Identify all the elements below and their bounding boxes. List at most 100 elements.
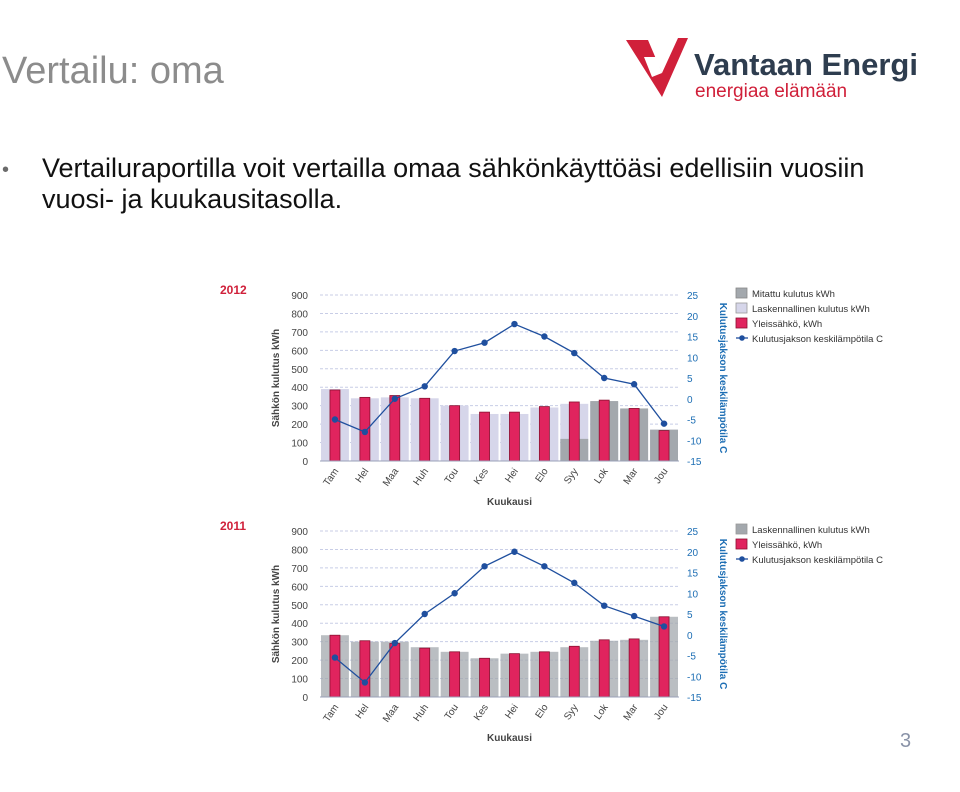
y2-tick-label: -5 [687,652,696,663]
x-tick-label: Huh [412,702,432,723]
y2-tick-label: 15 [687,569,699,580]
yleissahko-bar [538,651,550,698]
y-tick-label: 100 [291,439,308,450]
legend-label: Yleissähkö, kWh [752,540,822,551]
y-tick-label: 400 [291,619,308,630]
yleissahko-bar [658,430,670,462]
y2-tick-label: -15 [687,693,702,704]
temperature-point [421,610,428,618]
y-tick-label: 800 [291,545,308,556]
legend-swatch [735,317,748,329]
bullet-text: Vertailuraportilla voit vertailla omaa s… [42,153,865,214]
y-tick-label: 400 [291,383,308,394]
y2-tick-label: 25 [687,291,699,302]
temperature-point [361,679,369,686]
temperature-point [660,623,668,630]
x-tick-label: Maa [381,466,401,489]
y2-axis-label: Kulutusjakson keskilämpötila C [717,539,728,690]
temperature-point [451,347,458,355]
temperature-point [331,416,339,423]
yleissahko-bar [389,395,401,462]
x-axis-label: Kuukausi [487,733,532,744]
yleissahko-bar [359,640,371,698]
yleissahko-bar [389,643,401,698]
temperature-point [421,383,428,390]
x-tick-label: Lok [592,702,611,722]
y2-tick-label: 5 [687,374,693,385]
y2-tick-label: 25 [687,527,699,538]
logo-v-mark-icon [626,38,688,97]
x-tick-label: Tam [322,466,342,488]
logo-tagline: energiaa elämään [695,81,847,102]
x-tick-label: Hei [503,466,521,485]
temperature-point [361,428,369,436]
y-tick-label: 600 [291,346,308,357]
chart-2011: 20110100200300400500600700800900-15-10-5… [220,519,883,744]
x-tick-label: Hei [503,702,521,721]
logo-name: Vantaan Energia [694,47,916,82]
legend-label: Laskennallinen kulutus kWh [752,525,870,536]
y-tick-label: 200 [291,420,308,431]
x-tick-label: Tou [443,702,461,722]
y2-tick-label: 10 [687,353,699,364]
temperature-line [334,551,665,684]
y-tick-label: 300 [291,402,308,413]
yleissahko-bar [598,639,610,698]
yleissahko-bar [479,411,490,462]
yleissahko-bar [329,634,341,698]
yleissahko-bar [509,411,520,462]
yleissahko-bar [568,401,580,462]
legend-label: Kulutusjakson keskilämpötila C [752,334,883,345]
temperature-point [391,639,398,647]
y-tick-label: 600 [291,582,308,593]
slide-title: Vertailu: oma [2,50,224,92]
temperature-point [541,333,548,340]
y2-tick-label: -15 [687,457,702,468]
bullet-dot-icon: • [2,159,10,181]
legend-swatch [735,538,748,550]
x-axis-label: Kuukausi [487,497,532,508]
x-tick-label: Elo [534,466,552,485]
y-tick-label: 100 [291,675,308,686]
temperature-point [451,590,458,597]
yleissahko-bar [568,645,580,698]
x-tick-label: Hel [354,702,372,721]
legend-swatch [735,302,748,314]
x-tick-label: Lok [592,466,611,486]
temperature-point [571,579,578,587]
chart-2012: 20120100200300400500600700800900-15-10-5… [220,283,883,508]
y2-tick-label: 15 [687,333,699,344]
y-tick-label: 500 [291,601,308,612]
x-tick-label: Syy [562,702,581,722]
y-tick-label: 0 [302,457,308,468]
y-tick-label: 800 [291,309,308,320]
y2-tick-label: 5 [687,610,693,621]
temperature-line [334,323,665,433]
yleissahko-bar [509,653,520,698]
legend-label: Yleissähkö, kWh [752,319,822,330]
chart-year: 2011 [220,519,246,533]
y2-tick-label: -10 [687,672,702,683]
y-axis-label: Sähkön kulutus kWh [271,565,282,663]
x-tick-label: Tam [322,702,342,724]
temperature-point [601,374,608,382]
temperature-point [630,381,638,388]
legend-swatch [735,523,748,535]
temperature-point [511,548,518,555]
temperature-point [630,612,638,620]
temperature-point [601,602,608,609]
vantaan-energia-logo: Vantaan Energia energiaa elämään [626,38,916,102]
temperature-point [331,654,339,661]
y-tick-label: 0 [302,693,308,704]
page-number: 3 [900,730,912,752]
legend-label: Mitattu kulutus kWh [752,289,835,300]
x-tick-label: Kes [472,702,491,722]
legend-label: Laskennallinen kulutus kWh [752,304,870,315]
yleissahko-bar [419,647,431,698]
y-tick-label: 900 [291,291,308,302]
legend-swatch [735,287,748,299]
yleissahko-bar [449,651,461,698]
y2-tick-label: 10 [687,589,699,600]
x-tick-label: Huh [412,466,432,487]
yleissahko-bar [598,399,610,462]
